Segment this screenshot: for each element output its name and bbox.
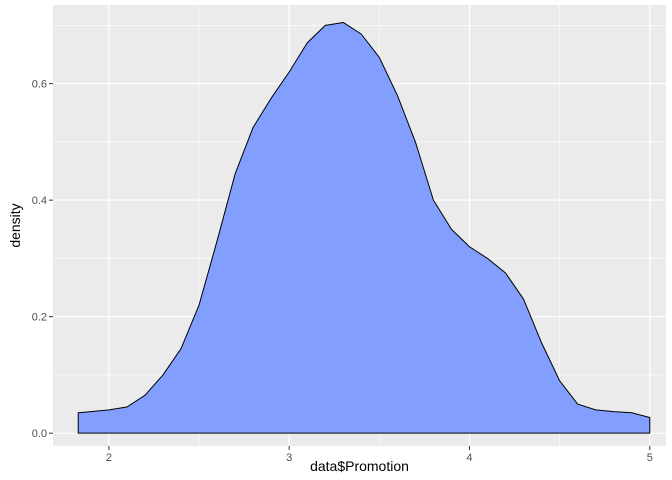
x-axis-title: data$Promotion (310, 458, 409, 474)
y-tick-label: 0.2 (32, 312, 47, 324)
x-tick-label: 3 (286, 452, 292, 464)
x-tick-label: 5 (647, 452, 653, 464)
x-axis-ticks: 2 3 4 5 (106, 446, 653, 464)
y-tick-label: 0.0 (32, 428, 47, 440)
y-axis-ticks: 0.0 0.2 0.4 0.6 (32, 79, 53, 440)
y-axis-title: density (7, 203, 23, 247)
y-tick-label: 0.6 (32, 79, 47, 91)
x-tick-label: 4 (466, 452, 472, 464)
x-tick-label: 2 (106, 452, 112, 464)
density-area (77, 21, 651, 434)
y-tick-label: 0.4 (32, 195, 47, 207)
